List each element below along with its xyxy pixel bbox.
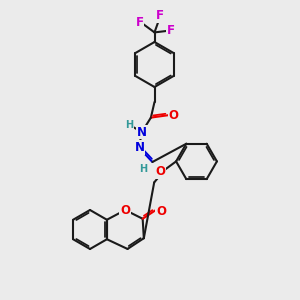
- Text: N: N: [137, 125, 147, 139]
- Text: F: F: [156, 9, 164, 22]
- Text: O: O: [120, 203, 130, 217]
- Text: H: H: [125, 120, 134, 130]
- Text: N: N: [134, 141, 145, 154]
- Text: O: O: [155, 165, 165, 178]
- Text: F: F: [167, 24, 175, 37]
- Text: H: H: [139, 164, 147, 174]
- Text: O: O: [169, 109, 179, 122]
- Text: F: F: [136, 16, 143, 29]
- Text: O: O: [156, 205, 166, 218]
